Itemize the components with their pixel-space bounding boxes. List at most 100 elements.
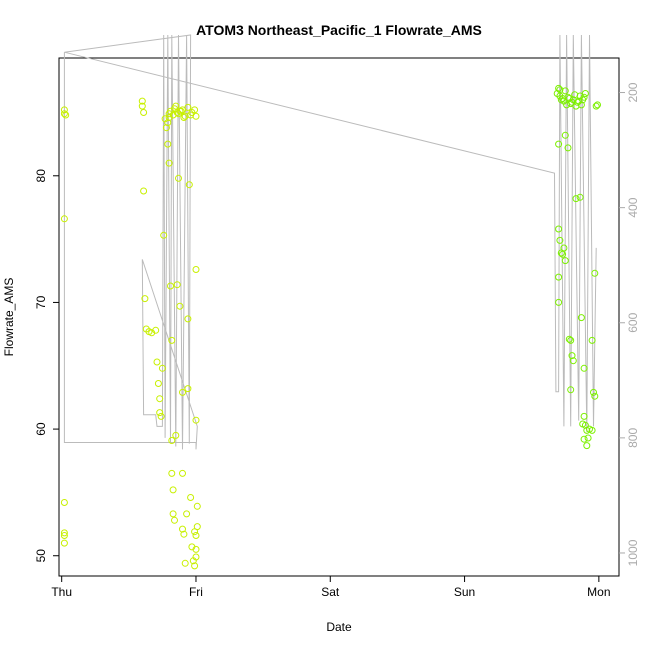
data-point bbox=[60, 215, 68, 223]
y-tick-label: 80 bbox=[34, 169, 48, 183]
data-point bbox=[588, 426, 596, 434]
secondary-series-line bbox=[63, 34, 597, 450]
data-point bbox=[591, 269, 599, 277]
data-point bbox=[594, 101, 601, 109]
y-tick-label: 50 bbox=[34, 549, 48, 563]
y2-tick-label: 600 bbox=[626, 312, 640, 332]
y-tick-label: 70 bbox=[34, 295, 48, 309]
x-axis-label: Date bbox=[326, 620, 352, 634]
data-point bbox=[184, 103, 192, 111]
data-point bbox=[153, 358, 161, 366]
y2-tick-label: 800 bbox=[626, 428, 640, 448]
data-point bbox=[580, 364, 588, 372]
data-point bbox=[140, 109, 148, 116]
data-point bbox=[563, 101, 571, 109]
data-point bbox=[181, 112, 189, 120]
data-point bbox=[583, 442, 591, 450]
data-point bbox=[181, 559, 189, 567]
data-point bbox=[164, 119, 172, 127]
y-tick-label: 60 bbox=[34, 422, 48, 436]
data-point bbox=[569, 357, 577, 365]
data-point bbox=[177, 107, 185, 115]
data-point bbox=[555, 84, 563, 92]
data-point bbox=[193, 523, 201, 531]
data-point bbox=[141, 295, 149, 303]
data-point bbox=[555, 140, 563, 148]
data-point bbox=[555, 225, 563, 233]
data-point bbox=[192, 553, 200, 561]
data-point bbox=[185, 181, 193, 189]
y-axis-label: Flowrate_AMS bbox=[2, 278, 16, 357]
data-point bbox=[179, 388, 186, 396]
data-point bbox=[60, 499, 68, 506]
data-point bbox=[572, 195, 580, 203]
data-point bbox=[556, 86, 564, 94]
data-point bbox=[168, 469, 176, 477]
data-point bbox=[169, 486, 177, 494]
data-point bbox=[60, 532, 68, 539]
data-point bbox=[164, 140, 172, 148]
data-point bbox=[167, 282, 174, 290]
data-point bbox=[564, 144, 572, 152]
data-point bbox=[561, 131, 569, 139]
x-tick-label: Thu bbox=[51, 585, 72, 599]
data-point bbox=[581, 90, 589, 97]
y2-tick-label: 400 bbox=[626, 197, 640, 217]
data-point bbox=[581, 421, 589, 429]
data-point bbox=[565, 335, 573, 343]
data-point bbox=[555, 298, 563, 306]
data-point bbox=[187, 494, 195, 501]
chart-title: ATOM3 Northeast_Pacific_1 Flowrate_AMS bbox=[196, 22, 482, 38]
data-point bbox=[592, 102, 600, 110]
data-point bbox=[138, 102, 146, 110]
plot-area: Thu Fri Sat Sun Mon 50 60 70 80 200 400 600 800 1000 bbox=[34, 34, 640, 599]
x-tick-label: Fri bbox=[189, 585, 203, 599]
data-point bbox=[580, 435, 588, 443]
data-point bbox=[157, 412, 165, 420]
data-point bbox=[176, 302, 184, 310]
data-point bbox=[192, 112, 200, 120]
data-point bbox=[168, 437, 176, 444]
data-point bbox=[590, 388, 597, 396]
data-point bbox=[183, 510, 191, 518]
data-point bbox=[573, 98, 581, 106]
data-point bbox=[175, 174, 182, 182]
data-point bbox=[568, 352, 576, 360]
data-point bbox=[172, 102, 180, 110]
data-point bbox=[165, 159, 173, 167]
data-point bbox=[156, 409, 164, 417]
data-point bbox=[152, 326, 160, 334]
data-point bbox=[559, 250, 567, 258]
data-point bbox=[184, 315, 192, 323]
data-point bbox=[567, 386, 575, 394]
data-point bbox=[580, 93, 588, 101]
data-point bbox=[168, 336, 176, 344]
data-point bbox=[179, 525, 186, 533]
data-point bbox=[172, 431, 180, 439]
y2-tick-label: 200 bbox=[626, 82, 640, 102]
x-tick-label: Mon bbox=[587, 585, 610, 599]
data-point bbox=[162, 124, 170, 132]
data-point bbox=[588, 336, 596, 344]
data-point bbox=[180, 114, 188, 121]
data-point bbox=[154, 380, 162, 387]
data-point bbox=[140, 187, 148, 195]
data-point bbox=[191, 106, 199, 114]
data-point bbox=[561, 257, 569, 265]
y2-tick-label: 1000 bbox=[626, 539, 640, 566]
data-point bbox=[179, 469, 186, 477]
data-point bbox=[62, 111, 70, 119]
data-point bbox=[60, 539, 68, 547]
data-point bbox=[156, 395, 164, 403]
data-point bbox=[567, 336, 575, 344]
data-point bbox=[60, 529, 68, 537]
data-point bbox=[184, 385, 192, 393]
data-point bbox=[580, 412, 588, 420]
plot-frame bbox=[58, 57, 620, 577]
data-point bbox=[576, 193, 584, 201]
data-point bbox=[169, 510, 177, 518]
data-point bbox=[591, 392, 599, 400]
data-point bbox=[60, 110, 68, 118]
data-point bbox=[560, 244, 568, 252]
